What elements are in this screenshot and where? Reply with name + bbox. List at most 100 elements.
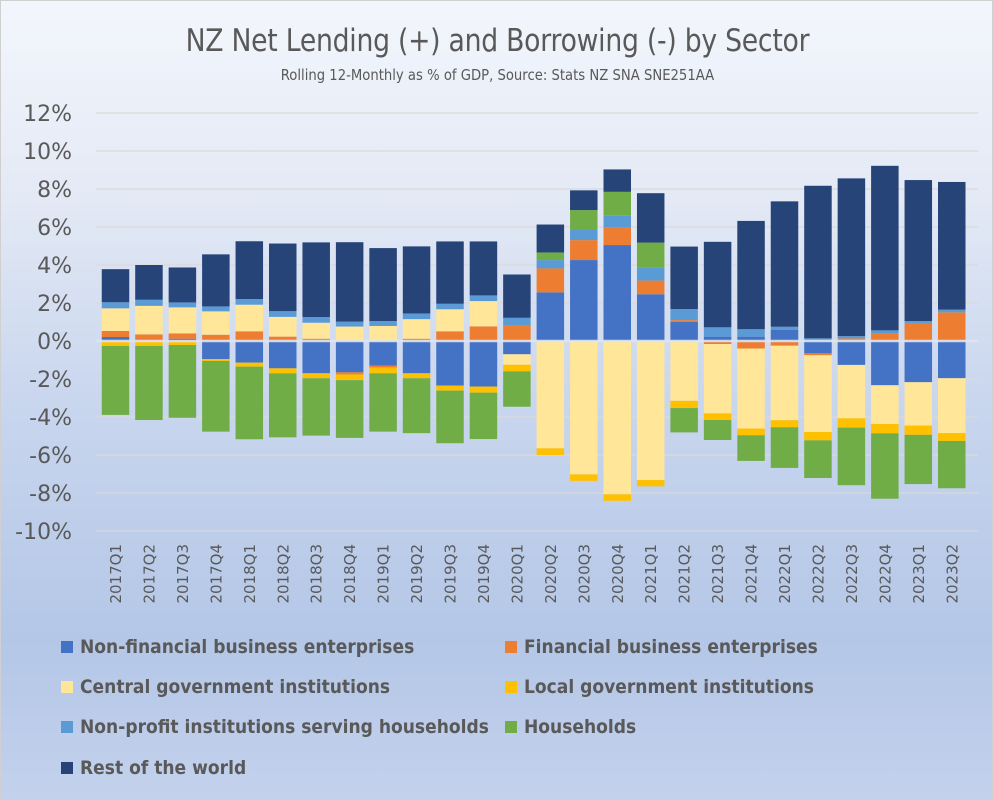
bar-segment[interactable]: 2017Q4 — Non-financial business enterpri… [202, 341, 230, 360]
bar-segment[interactable]: 2018Q4 — Central government institutions… [335, 326, 364, 341]
bar-segment[interactable]: 2021Q4 — Central government institutions… [737, 348, 765, 429]
bar-segment[interactable]: 2022Q1 — Financial business enterprises:… [770, 341, 799, 346]
bar-2020Q1[interactable]: 2020Q1 — Non-financial business enterpri… [503, 274, 531, 407]
bar-segment[interactable]: 2023Q1 — Central government institutions… [904, 382, 933, 426]
bar-2020Q4[interactable]: 2020Q4 — Non-financial business enterpri… [603, 169, 632, 501]
bar-segment[interactable]: 2017Q2 — Non-profit institutions serving… [135, 299, 163, 306]
bar-segment[interactable]: 2017Q3 — Central government institutions… [168, 307, 197, 334]
bar-segment[interactable]: 2021Q1 — Central government institutions… [636, 341, 665, 481]
bar-segment[interactable]: 2018Q3 — Non-financial business enterpri… [302, 341, 330, 374]
bar-segment[interactable]: 2020Q1 — Central government institutions… [503, 354, 531, 365]
bar-segment[interactable]: 2022Q1 — Non-profit institutions serving… [770, 326, 799, 330]
bar-segment[interactable]: 2021Q2 — Non-profit institutions serving… [670, 309, 698, 321]
bar-2022Q4[interactable]: 2022Q4 — Non-financial business enterpri… [871, 165, 899, 499]
bar-segment[interactable]: 2020Q4 — Central government institutions… [603, 341, 632, 495]
bar-segment[interactable]: 2017Q1 — Non-financial business enterpri… [101, 337, 130, 341]
bar-segment[interactable]: 2019Q2 — Non-financial business enterpri… [402, 341, 431, 374]
legend-item[interactable]: Financial business enterprises [505, 636, 850, 658]
bar-segment[interactable]: 2021Q4 — Financial business enterprises:… [737, 341, 765, 349]
bar-segment[interactable]: 2020Q3 — Non-profit institutions serving… [570, 229, 598, 241]
legend-item[interactable]: Rest of the world [61, 757, 265, 779]
bar-segment[interactable]: 2022Q3 — Households: -3.03% [837, 427, 866, 486]
bar-2020Q3[interactable]: 2020Q3 — Non-financial business enterpri… [570, 190, 598, 481]
bar-segment[interactable]: 2021Q4 — Households: -1.35% [737, 435, 765, 461]
bar-segment[interactable]: 2018Q1 — Central government institutions… [235, 304, 264, 332]
bar-segment[interactable]: 2018Q3 — Local government institutions: … [302, 373, 330, 379]
bar-segment[interactable]: 2019Q4 — Households: -2.44% [469, 392, 498, 440]
bar-segment[interactable]: 2023Q2 — Rest of the world: 6.72% [938, 181, 966, 310]
bar-segment[interactable]: 2023Q1 — Rest of the world: 7.42% [904, 180, 933, 322]
bar-segment[interactable]: 2020Q3 — Local government institutions: … [570, 474, 598, 481]
bar-segment[interactable]: 2019Q3 — Local government institutions: … [436, 385, 464, 391]
bar-segment[interactable]: 2022Q4 — Local government institutions: … [871, 424, 899, 434]
bar-2023Q1[interactable]: 2023Q1 — Non-financial business enterpri… [904, 180, 933, 485]
bar-2017Q2[interactable]: 2017Q2 — Financial business enterprises:… [135, 265, 163, 421]
bar-segment[interactable]: 2022Q3 — Central government institutions… [837, 364, 866, 419]
bar-segment[interactable]: 2023Q2 — Financial business enterprises:… [938, 312, 966, 341]
bar-segment[interactable]: 2018Q1 — Local government institutions: … [235, 362, 264, 367]
bar-segment[interactable]: 2018Q4 — Non-profit institutions serving… [335, 321, 364, 327]
bar-segment[interactable]: 2021Q2 — Rest of the world: 3.29% [670, 246, 698, 310]
bar-segment[interactable]: 2022Q2 — Local government institutions: … [804, 432, 832, 441]
bar-segment[interactable]: 2018Q2 — Non-financial business enterpri… [269, 341, 297, 369]
bar-segment[interactable]: 2017Q2 — Central government institutions… [135, 305, 163, 335]
bar-segment[interactable]: 2018Q1 — Non-profit institutions serving… [235, 299, 264, 305]
bar-segment[interactable]: 2018Q2 — Rest of the world: 3.56% [269, 243, 297, 312]
bar-segment[interactable]: 2021Q1 — Local government institutions: … [636, 480, 665, 487]
bar-segment[interactable]: 2019Q1 — Rest of the world: 3.84% [369, 248, 397, 322]
bar-segment[interactable]: 2019Q1 — Households: -3.07% [369, 373, 397, 432]
bar-segment[interactable]: 2018Q4 — Local government institutions: … [335, 374, 364, 381]
bar-segment[interactable]: 2021Q3 — Non-financial business enterpri… [703, 336, 732, 341]
bar-2022Q2[interactable]: 2022Q2 — Non-financial business enterpri… [804, 185, 832, 478]
bar-segment[interactable]: 2020Q3 — Central government institutions… [570, 341, 598, 475]
bar-segment[interactable]: 2020Q4 — Non-financial business enterpri… [603, 245, 632, 341]
bar-segment[interactable]: 2023Q1 — Non-profit institutions serving… [904, 321, 933, 323]
bar-segment[interactable]: 2021Q4 — Rest of the world: 5.7% [737, 220, 765, 330]
bar-segment[interactable]: 2020Q2 — Financial business enterprises:… [536, 268, 565, 293]
bar-segment[interactable]: 2021Q2 — Households: -1.28% [670, 408, 698, 433]
bar-segment[interactable]: 2023Q1 — Non-financial business enterpri… [904, 341, 933, 383]
legend-item[interactable]: Non-financial business enterprises [61, 636, 451, 658]
bar-segment[interactable]: 2017Q2 — Households: -3.9% [135, 345, 163, 421]
bar-segment[interactable]: 2018Q2 — Financial business enterprises:… [269, 336, 297, 341]
bar-2022Q3[interactable]: 2022Q3 — Non-financial business enterpri… [837, 178, 866, 486]
bar-segment[interactable]: 2022Q4 — Non-financial business enterpri… [871, 341, 899, 386]
bar-segment[interactable]: 2017Q3 — Rest of the world: 1.84% [168, 267, 197, 303]
bar-segment[interactable]: 2021Q2 — Central government institutions… [670, 341, 698, 401]
bar-segment[interactable]: 2019Q3 — Rest of the world: 3.28% [436, 241, 464, 304]
bar-segment[interactable]: 2020Q4 — Local government institutions: … [603, 494, 632, 501]
bar-segment[interactable]: 2020Q1 — Local government institutions: … [503, 364, 531, 372]
bar-2017Q1[interactable]: 2017Q1 — Non-financial business enterpri… [101, 269, 130, 415]
bar-2019Q3[interactable]: 2019Q3 — Non-financial business enterpri… [436, 241, 464, 444]
bar-segment[interactable]: 2018Q2 — Households: -3.37% [269, 373, 297, 438]
bar-segment[interactable]: 2017Q1 — Households: -3.63% [101, 345, 130, 415]
bar-segment[interactable]: 2022Q3 — Local government institutions: … [837, 418, 866, 428]
bar-2019Q2[interactable]: 2019Q2 — Non-financial business enterpri… [402, 246, 431, 434]
bar-segment[interactable]: 2020Q2 — Non-profit institutions serving… [536, 260, 565, 269]
bar-segment[interactable]: 2021Q3 — Households: -1.05% [703, 420, 732, 440]
bar-segment[interactable]: 2017Q1 — Rest of the world: 1.74% [101, 269, 130, 303]
bar-segment[interactable]: 2021Q3 — Financial business enterprises:… [703, 341, 732, 345]
bar-segment[interactable]: 2023Q2 — Central government institutions… [938, 378, 966, 434]
bar-segment[interactable]: 2018Q2 — Non-profit institutions serving… [269, 311, 297, 317]
bar-segment[interactable]: 2023Q2 — Non-financial business enterpri… [938, 341, 966, 379]
bar-segment[interactable]: 2020Q2 — Non-financial business enterpri… [536, 292, 565, 341]
bar-2019Q4[interactable]: 2019Q4 — Non-financial business enterpri… [469, 241, 498, 440]
bar-segment[interactable]: 2022Q1 — Non-financial business enterpri… [770, 329, 799, 341]
bar-segment[interactable]: 2018Q3 — Central government institutions… [302, 322, 330, 339]
bar-segment[interactable]: 2021Q4 — Non-profit institutions serving… [737, 329, 765, 337]
bar-segment[interactable]: 2022Q2 — Households: -1.98% [804, 440, 832, 478]
bar-segment[interactable]: 2020Q2 — Central government institutions… [536, 341, 565, 449]
bar-2022Q1[interactable]: 2022Q1 — Non-financial business enterpri… [770, 201, 799, 468]
bar-segment[interactable]: 2022Q4 — Central government institutions… [871, 385, 899, 425]
bar-segment[interactable]: 2023Q1 — Financial business enterprises:… [904, 322, 933, 341]
bar-segment[interactable]: 2022Q2 — Rest of the world: 8.03% [804, 185, 832, 339]
bar-segment[interactable]: 2020Q3 — Non-financial business enterpri… [570, 260, 598, 341]
bar-segment[interactable]: 2019Q2 — Households: -2.89% [402, 378, 431, 434]
bar-segment[interactable]: 2019Q1 — Local government institutions: … [369, 367, 397, 374]
bar-segment[interactable]: 2020Q1 — Financial business enterprises:… [503, 325, 531, 341]
bar-segment[interactable]: 2020Q1 — Non-financial business enterpri… [503, 341, 531, 355]
bar-2021Q2[interactable]: 2021Q2 — Non-financial business enterpri… [670, 246, 698, 433]
legend-item[interactable]: Local government institutions [505, 676, 846, 698]
bar-segment[interactable]: 2021Q1 — Financial business enterprises:… [636, 280, 665, 295]
